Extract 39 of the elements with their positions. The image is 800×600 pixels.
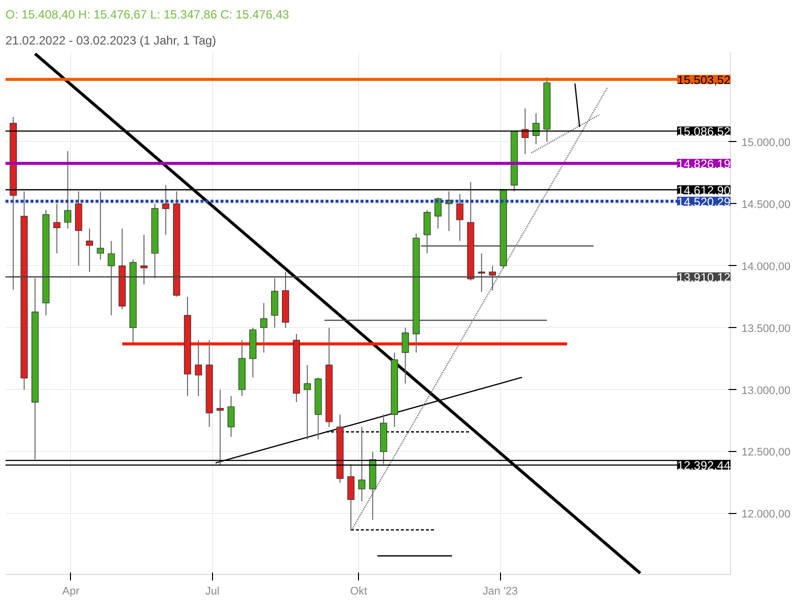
ref-line-label: 14.826,19 xyxy=(677,156,731,171)
candlestick xyxy=(86,228,94,272)
chart-title: O: 15.408,40 H: 15.476,67 L: 15.347,86 C: 15.476,43 xyxy=(6,8,290,22)
x-tick-label: Jul xyxy=(205,586,220,598)
x-tick-label: Okt xyxy=(350,586,368,598)
candlestick xyxy=(64,150,72,230)
candlestick xyxy=(488,265,496,292)
x-tick-label: Apr xyxy=(62,586,80,598)
candlestick xyxy=(304,364,311,440)
candlestick xyxy=(260,302,268,354)
candlestick xyxy=(194,340,202,396)
candlestick xyxy=(456,193,464,242)
candlestick xyxy=(53,203,60,254)
ref-line-label: 14.612,90 xyxy=(677,183,731,198)
ref-line-label: 15.086,52 xyxy=(677,124,731,139)
ref-line-label: 13.910,12 xyxy=(677,270,731,284)
ref-line-label: 14.520,29 xyxy=(677,194,731,209)
candlestick xyxy=(358,426,366,502)
y-tick-label: 14.500,00 xyxy=(742,198,790,211)
ref-line-label: 15.503,52 xyxy=(677,72,731,87)
candlestick xyxy=(216,389,224,466)
y-tick-label: 12.500,00 xyxy=(742,446,790,459)
candlestick xyxy=(140,234,148,285)
candlestick xyxy=(424,209,431,254)
y-tick-label: 13.500,00 xyxy=(742,322,790,335)
candlestick xyxy=(228,395,235,438)
x-tick-label: Jan '23 xyxy=(482,586,518,598)
candlestick xyxy=(96,190,104,260)
ref-line-label: 12.392,44 xyxy=(677,458,731,473)
y-tick-label: 15.000,00 xyxy=(742,136,790,149)
candlestick xyxy=(402,327,409,384)
candlestick xyxy=(162,184,170,236)
y-tick-label: 12.000,00 xyxy=(742,508,790,521)
y-tick-label: 14.000,00 xyxy=(742,260,790,273)
chart-subtitle: 21.02.2022 - 03.02.2023 (1 Jahr, 1 Tag) xyxy=(6,34,216,48)
y-tick-label: 13.000,00 xyxy=(742,384,790,397)
candlestick xyxy=(108,240,115,316)
candlestick xyxy=(532,112,540,145)
candlestick xyxy=(478,252,486,292)
